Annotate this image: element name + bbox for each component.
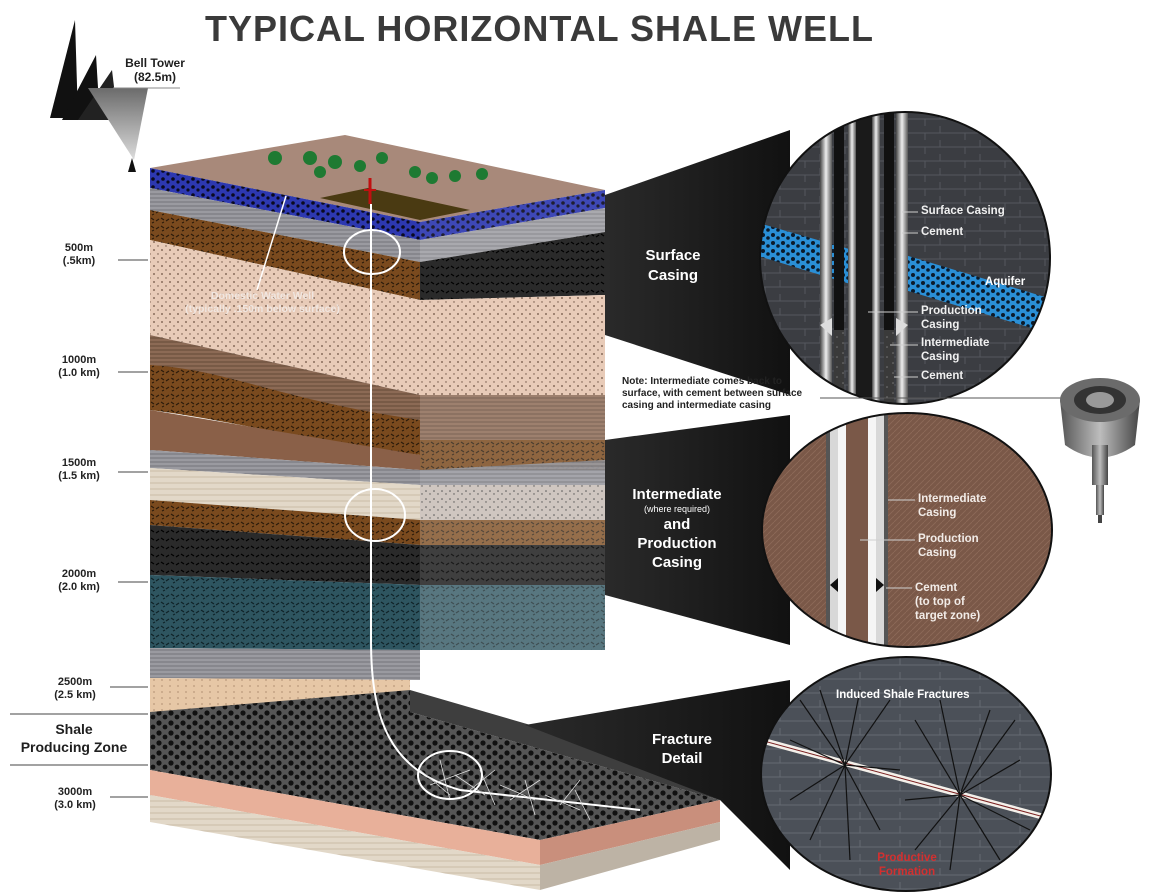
page-title: TYPICAL HORIZONTAL SHALE WELL [205, 8, 874, 49]
callout-line: Casing [647, 267, 698, 284]
shale-zone-label: Shale Producing Zone [14, 720, 134, 756]
surface-casing-detail [760, 112, 1050, 404]
callout-line: and [663, 516, 691, 533]
depth-value: 2500m [57, 676, 93, 688]
label-line: Production [918, 533, 979, 545]
intermediate-casing-callout: Intermediate (where required) and Produc… [612, 485, 742, 572]
depth-value: 3000m [57, 786, 93, 798]
label-production-casing-2: Production Casing [918, 532, 979, 560]
depth-km: (2.5 km) [54, 689, 96, 701]
callout-line: Intermediate [632, 486, 722, 503]
magnifier-intermediate [344, 488, 406, 542]
depth-label-2000: 2000m (2.0 km) [44, 568, 114, 594]
label-line: Casing [918, 507, 957, 519]
magnifier-surface [343, 229, 401, 275]
callout-line: Fracture [651, 731, 713, 748]
label-intermediate-casing-2: Intermediate Casing [918, 492, 986, 520]
note-line: Note: Intermediate comes back to [622, 376, 783, 387]
depth-km: (3.0 km) [54, 799, 96, 811]
depth-value: 1000m [61, 354, 97, 366]
callout-line: Detail [661, 750, 703, 767]
note-text: Note: Intermediate comes back to surface… [622, 376, 802, 412]
label-intermediate-casing: Intermediate Casing [921, 336, 989, 364]
depth-label-3000: 3000m (3.0 km) [40, 786, 110, 812]
intermediate-casing-detail [762, 413, 1052, 647]
depth-label-500: 500m (.5km) [44, 242, 114, 268]
depth-km: (2.0 km) [58, 581, 100, 593]
depth-label-2500: 2500m (2.5 km) [40, 676, 110, 702]
note-line: casing and intermediate casing [622, 400, 771, 411]
label-line: Casing [921, 319, 960, 331]
label-line: Casing [918, 547, 957, 559]
surface-casing-callout: Surface Casing [618, 246, 728, 286]
callout-line: Production [637, 535, 717, 552]
label-productive-formation: Productive Formation [872, 851, 942, 879]
depth-value: 1500m [61, 457, 97, 469]
callout-subline: (where required) [643, 504, 711, 514]
depth-km: (.5km) [62, 255, 96, 267]
depth-km: (1.5 km) [58, 470, 100, 482]
beam-surface [605, 130, 790, 395]
depth-km: (1.0 km) [58, 367, 100, 379]
depth-label-1000: 1000m (1.0 km) [44, 354, 114, 380]
label-surface-casing: Surface Casing [921, 205, 1005, 217]
tree-icons [268, 151, 488, 184]
label-line: target zone) [915, 610, 981, 622]
fracture-lines [419, 759, 591, 821]
label-induced-fractures: Induced Shale Fractures [836, 689, 970, 701]
label-line: Production [921, 305, 982, 317]
label-cement-target: Cement (to top of target zone) [915, 581, 980, 623]
depth-value: 2000m [61, 568, 97, 580]
shale-zone-line2: Producing Zone [20, 739, 128, 755]
label-cement-top: Cement [921, 226, 964, 238]
depth-value: 500m [64, 242, 94, 254]
label-line: Productive [877, 852, 937, 864]
label-line: Cement [915, 582, 958, 594]
label-line: Formation [878, 866, 936, 878]
label-line: Casing [921, 351, 960, 363]
leader-lines [860, 211, 918, 589]
magnifier-fracture [417, 750, 483, 800]
bell-tower-name: Bell Tower [125, 56, 185, 70]
label-cement-bottom: Cement [921, 370, 964, 382]
label-line: Intermediate [921, 337, 990, 349]
label-line: (to top of [915, 596, 965, 608]
bell-tower-height: (82.5m) [133, 70, 177, 84]
beam-intermediate [605, 415, 790, 645]
fracture-detail-callout: Fracture Detail [632, 730, 732, 768]
callout-line: Surface [645, 247, 701, 264]
label-aquifer: Aquifer [985, 276, 1026, 288]
note-line: surface, with cement between surface [622, 388, 803, 399]
depth-ticks [10, 259, 148, 798]
depth-label-1500: 1500m (1.5 km) [44, 457, 114, 483]
label-production-casing: Production Casing [921, 304, 982, 332]
drilling-rig-icon [364, 178, 376, 204]
wellhead-tool-icon [1060, 378, 1140, 523]
shale-zone-line1: Shale [55, 721, 93, 737]
water-well-title: Domestic Water Well [210, 290, 315, 302]
bell-tower-icon [50, 20, 148, 172]
fracture-detail-view [761, 657, 1051, 891]
wellbore [370, 204, 641, 811]
callout-line: Casing [651, 554, 702, 571]
bell-tower-label: Bell Tower (82.5m) [110, 56, 200, 84]
surface-top [150, 135, 605, 222]
well-pad [320, 188, 470, 220]
label-line: Intermediate [918, 493, 987, 505]
beam-fracture [525, 680, 790, 870]
water-well-label: Domestic Water Well (typically .150m bel… [150, 290, 375, 316]
water-well-depth: (typically .150m below surface) [185, 303, 340, 315]
